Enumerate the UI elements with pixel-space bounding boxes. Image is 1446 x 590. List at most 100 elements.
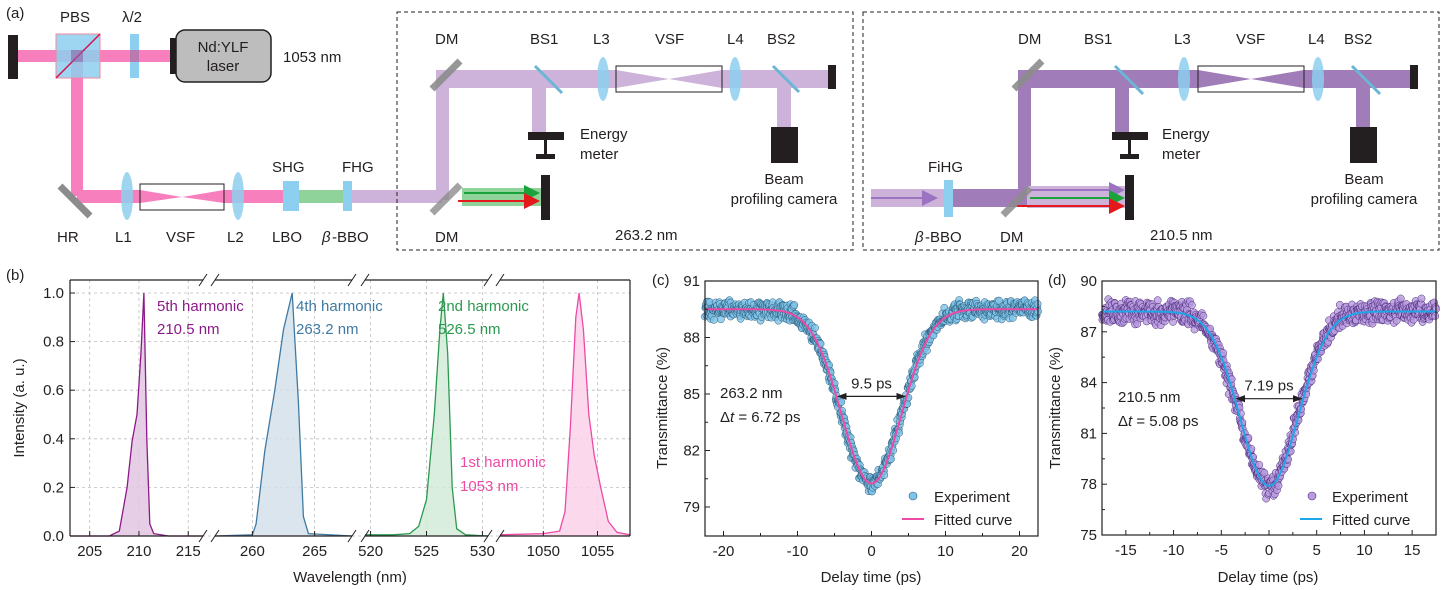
delta-symbol: Δ — [1118, 413, 1128, 430]
x-tick-label: 10 — [1356, 542, 1373, 559]
uv263-beam-meter — [532, 78, 546, 134]
bs2-210 — [1350, 64, 1382, 96]
experiment-point — [1431, 312, 1440, 320]
x-tick-label: 1055 — [581, 543, 614, 560]
l3-263-label: L3 — [593, 31, 610, 48]
vsf-1-frame — [139, 183, 225, 211]
lens-l4-210 — [1312, 57, 1324, 101]
experiment-point — [710, 316, 718, 324]
x-tick-label: 260 — [240, 543, 265, 560]
bs2-263-label: BS2 — [767, 31, 795, 48]
dm-top-263 — [429, 58, 463, 92]
dm-top-263-label: DM — [435, 31, 458, 48]
vsf-label-1: VSF — [166, 229, 195, 246]
lens-l1 — [121, 172, 133, 220]
uv210-beam-camera — [1356, 78, 1370, 128]
lens-l3-210 — [1178, 57, 1190, 101]
beam-dump-210-end — [1410, 65, 1418, 89]
lbo-label: LBO — [272, 229, 302, 246]
box-210 — [862, 11, 1440, 251]
experiment-point — [995, 296, 1003, 305]
bbo-210-label: β — [914, 229, 924, 246]
axis-break-mark — [495, 273, 505, 287]
axis-break-mark — [483, 273, 493, 287]
axis-break-mark — [360, 529, 370, 543]
legend-fit-label: Fitted curve — [934, 512, 1012, 529]
shg-label: SHG — [272, 159, 305, 176]
energy-meter-263 — [528, 132, 564, 140]
panel-b-spectra-chart: (b) 0.0 0.2 0.4 0.6 0.8 1.0 205 210 215 260 265 520… — [6, 267, 631, 586]
legend-fit-label: Fitted curve — [1332, 512, 1410, 529]
axis-break-mark — [210, 529, 220, 543]
experiment-point — [923, 346, 931, 355]
x-tick-label: 10 — [937, 543, 954, 560]
legend-experiment-marker — [908, 491, 918, 501]
x-axis-label: Delay time (ps) — [821, 569, 922, 586]
panel-a: (a) PBS λ/2 Nd:YLF laser 1053 nm HR L1 V… — [6, 5, 1440, 251]
bs1-263-label: BS1 — [530, 31, 558, 48]
energy-meter-263-label-1: Energy — [580, 126, 628, 143]
axis-break-mark — [495, 529, 505, 543]
y-tick-label: 84 — [1080, 375, 1097, 392]
series-label-5th-line2: 210.5 nm — [157, 321, 220, 338]
legend-experiment-marker — [1307, 491, 1317, 501]
fitted-curve — [705, 308, 1038, 485]
y-tick-label: 78 — [1080, 476, 1097, 493]
series-line-2 — [214, 292, 353, 537]
bbo-label-rest: -BBO — [332, 229, 369, 246]
x-tick-label: 215 — [176, 543, 201, 560]
series-area-4 — [500, 293, 630, 536]
camera-210 — [1350, 127, 1377, 163]
camera-210-label-2: profiling camera — [1311, 191, 1418, 208]
panel-d-label: (d) — [1048, 272, 1066, 289]
y-tick-label: 0.6 — [43, 382, 64, 399]
series-group — [70, 292, 631, 537]
uv263-beam-in — [352, 190, 442, 203]
x-tick-label: 520 — [358, 543, 383, 560]
panel-c-autocorrelation-chart: (c) -20 -10 0 10 20 79 82 85 88 91 9.5 ps 263.2 n… — [652, 272, 1042, 586]
experiment-points — [701, 296, 1042, 496]
annotation-wavelength: 263.2 nm — [720, 385, 783, 402]
x-tick-label: 20 — [1011, 543, 1028, 560]
t-symbol: t — [730, 409, 735, 426]
experiment-point — [1153, 296, 1162, 305]
l1-label: L1 — [115, 229, 132, 246]
hwp-overlap — [130, 50, 139, 62]
hr-mirror — [57, 183, 93, 219]
camera-263 — [771, 127, 798, 163]
vsf-210-beam-out — [1251, 70, 1304, 88]
experiment-point — [811, 324, 819, 332]
experiment-point — [1260, 469, 1269, 477]
x-tick-label: 530 — [470, 543, 495, 560]
dm-bottom-210-label: DM — [1000, 229, 1023, 246]
dt-value: = 5.08 ps — [1132, 413, 1198, 430]
laser-label-2: laser — [207, 58, 240, 75]
series-line-3 — [365, 292, 489, 537]
x-tick-label: 15 — [1404, 542, 1421, 559]
y-tick-label: 81 — [1080, 425, 1097, 442]
energy-meter-263-label-2: meter — [580, 146, 618, 163]
series-label-1st-line2: 1053 nm — [460, 478, 518, 495]
y-tick-label: 0.4 — [43, 431, 64, 448]
fihg-label: FiHG — [928, 159, 963, 176]
experiment-point — [790, 301, 799, 309]
panel-d-autocorrelation-chart: (d) -15 -10 -5 0 5 10 15 75 78 81 84 87 90 7.19 ps 2… — [1047, 272, 1440, 586]
series-line-1 — [70, 292, 203, 537]
hr-label: HR — [57, 229, 79, 246]
bbo-210-label-rest: -BBO — [925, 229, 962, 246]
x-tick-label: 5 — [1313, 542, 1321, 559]
bbo-crystal-fihg — [944, 180, 953, 217]
y-tick-label: 82 — [683, 442, 700, 459]
laser-output — [170, 38, 180, 74]
energy-meter-210-base — [1120, 154, 1139, 159]
box-263-wavelength: 263.2 nm — [615, 227, 678, 244]
series-label-1st-line1: 1st harmonic — [460, 454, 546, 471]
energy-meter-210-label-2: meter — [1162, 146, 1200, 163]
series-label-4th-line1: 4th harmonic — [296, 298, 383, 315]
fwhm-label: 7.19 ps — [1244, 378, 1293, 395]
x-tick-label: 265 — [302, 543, 327, 560]
series-area-2 — [215, 293, 352, 536]
fhg-label: FHG — [342, 159, 374, 176]
dm-top-210 — [1011, 58, 1045, 92]
